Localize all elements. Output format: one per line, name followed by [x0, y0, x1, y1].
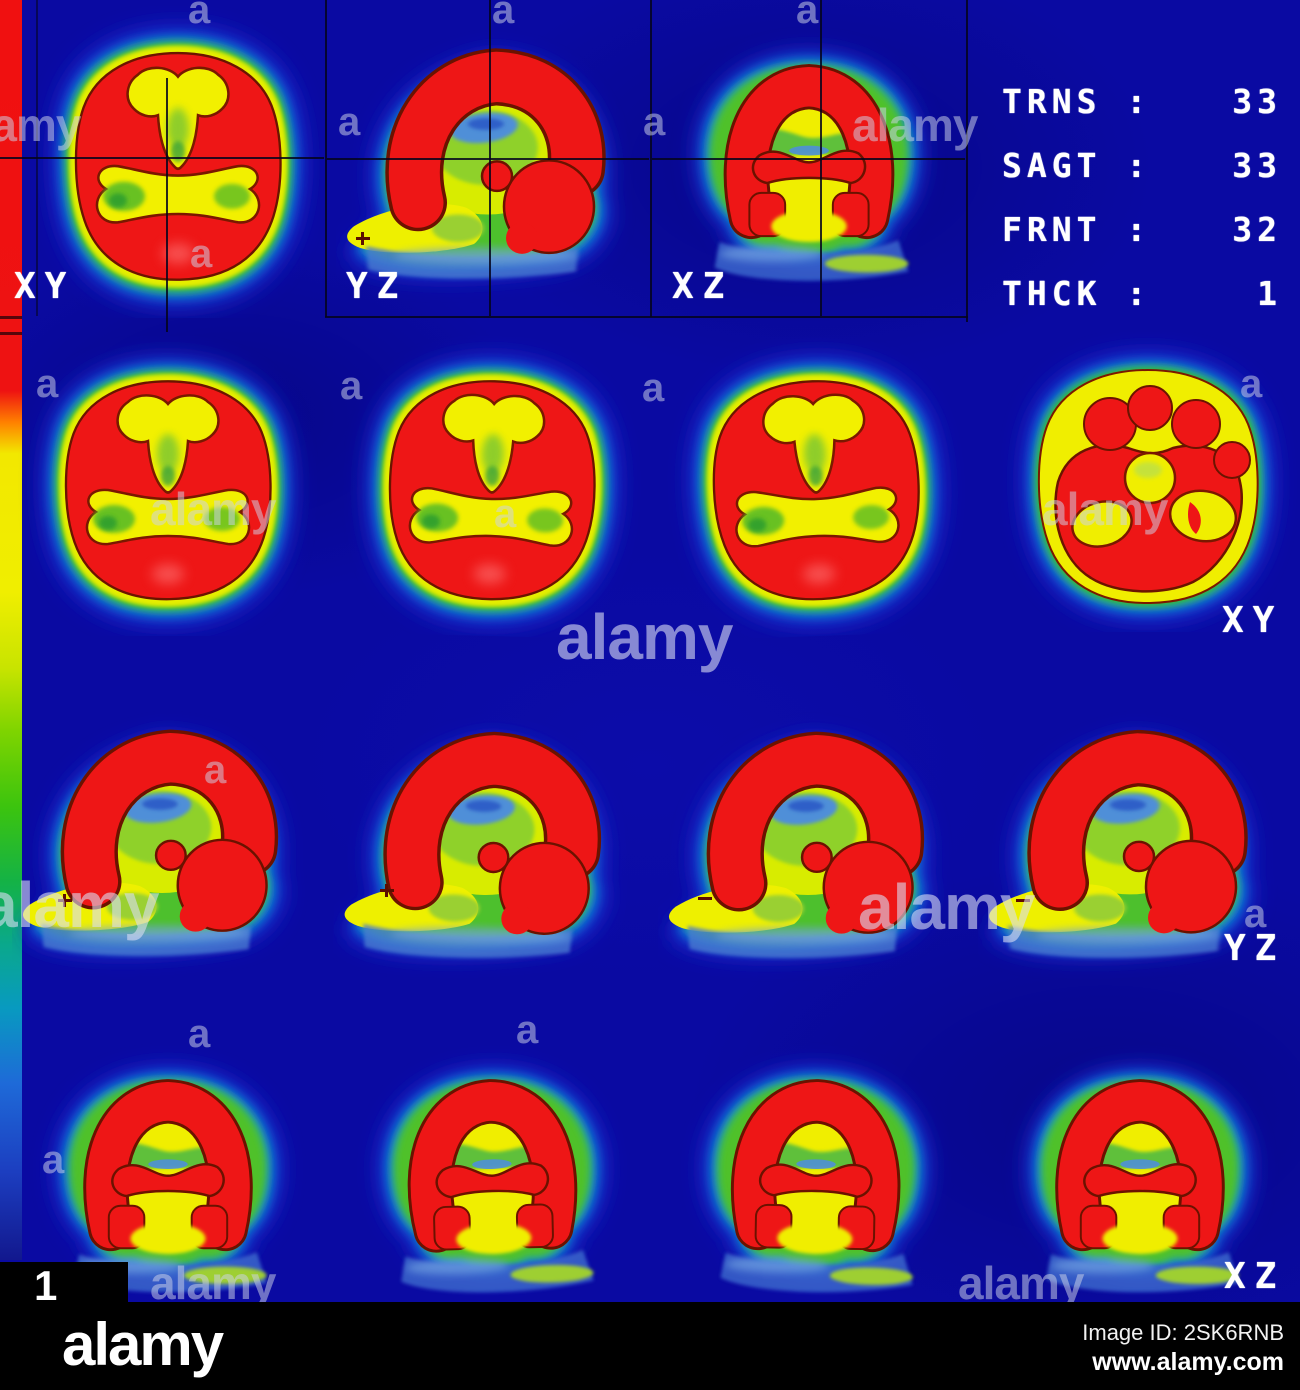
panel-border	[325, 0, 327, 317]
slice-number: 1	[34, 1262, 58, 1309]
crosshair-vertical-xy[interactable]	[166, 78, 168, 332]
param-value: 33	[1232, 82, 1282, 121]
slice-xz-2[interactable]	[340, 1020, 643, 1318]
param-row-sagt: SAGT : 33	[1002, 146, 1286, 186]
slice-xz-3[interactable]	[665, 1021, 966, 1316]
param-value: 33	[1232, 146, 1282, 185]
slice-xy-3[interactable]	[661, 331, 971, 641]
panel-border	[650, 0, 652, 317]
panel-label-xz: XZ	[672, 266, 734, 307]
crosshair-panel-sagittal[interactable]	[336, 8, 636, 303]
panel-label-xy: XY	[14, 266, 76, 307]
param-label: THCK :	[1002, 274, 1152, 313]
row-label-yz: YZ	[1224, 928, 1286, 969]
param-row-frnt: FRNT : 32	[1002, 210, 1286, 250]
param-value: 1	[1257, 274, 1282, 313]
slice-yz-3[interactable]	[658, 692, 954, 982]
slice-number-chip	[0, 1262, 128, 1304]
slice-xy-1[interactable]	[18, 336, 318, 636]
param-label: FRNT :	[1002, 210, 1152, 249]
param-label: TRNS :	[1002, 82, 1152, 121]
crosshair-panel-coronal[interactable]	[660, 8, 958, 303]
image-id-text: Image ID: 2SK6RNB	[1082, 1320, 1284, 1345]
param-label: SAGT :	[1002, 146, 1152, 185]
intensity-colorbar	[0, 0, 22, 1260]
slice-xy-4[interactable]	[998, 332, 1298, 632]
param-value: 32	[1232, 210, 1282, 249]
colorbar-tick	[0, 332, 22, 335]
panel-border	[966, 0, 968, 322]
crosshair-horizontal-xy[interactable]	[0, 157, 324, 159]
watermark-letter: a	[642, 366, 665, 410]
alamy-logo: alamy	[62, 1311, 224, 1378]
crosshair-horizontal-xz[interactable]	[652, 158, 965, 160]
row-label-xy: XY	[1222, 600, 1284, 641]
row-label-xz: XZ	[1224, 1256, 1286, 1297]
param-row-thck: THCK : 1	[1002, 274, 1286, 314]
slice-xy-2[interactable]	[338, 332, 646, 640]
colorbar-tick	[0, 316, 22, 319]
panel-border	[325, 316, 968, 318]
slice-yz-2[interactable]	[332, 689, 633, 984]
param-row-trns: TRNS : 33	[1002, 82, 1286, 122]
crosshair-horizontal-yz[interactable]	[327, 158, 649, 160]
panel-label-yz: YZ	[346, 266, 408, 307]
watermark-footer-bar: alamy Image ID: 2SK6RNB www.alamy.com	[0, 1302, 1300, 1390]
alamy-url-text: www.alamy.com	[1092, 1348, 1284, 1376]
slice-yz-1[interactable]	[12, 690, 308, 980]
